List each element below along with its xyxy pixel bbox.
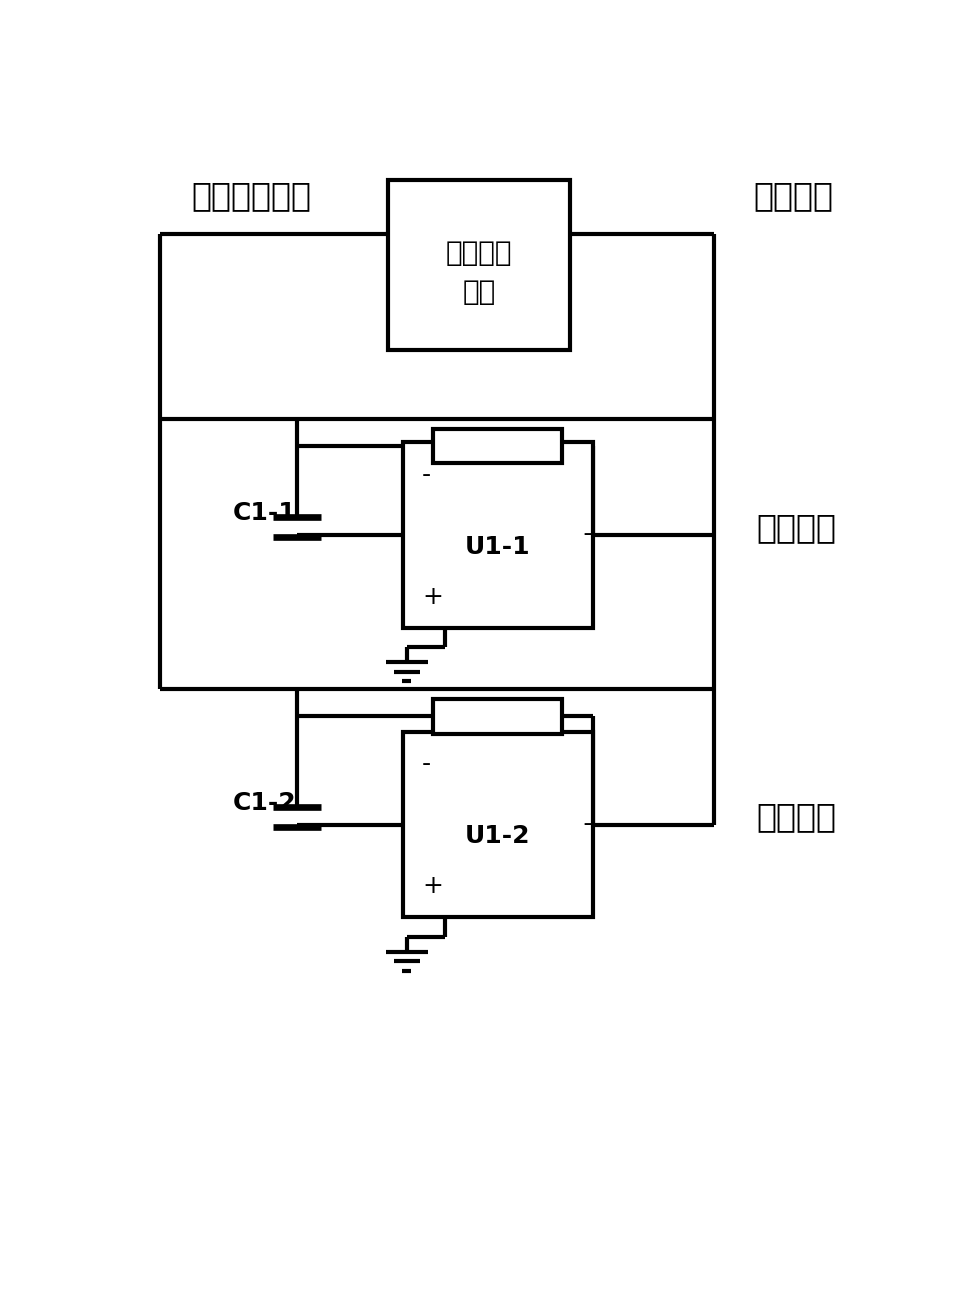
Text: 第三输出: 第三输出: [755, 801, 835, 833]
Text: +: +: [581, 523, 601, 546]
Text: R1-1: R1-1: [466, 434, 530, 458]
Text: 第二输出: 第二输出: [755, 511, 835, 544]
Text: U1-2: U1-2: [465, 824, 530, 848]
Text: 呼吸运动信号: 呼吸运动信号: [191, 179, 311, 213]
Text: R1-2: R1-2: [466, 704, 530, 729]
Text: -: -: [422, 463, 430, 486]
Text: -: -: [422, 752, 430, 776]
Text: C1-2: C1-2: [232, 792, 295, 815]
Bar: [433, 429, 561, 463]
Bar: [403, 442, 593, 627]
Text: C1-1: C1-1: [232, 501, 295, 526]
Text: +: +: [422, 875, 442, 898]
Text: +: +: [581, 812, 601, 837]
Text: U1-1: U1-1: [465, 535, 530, 558]
Bar: [433, 699, 561, 734]
Text: 模块: 模块: [462, 278, 495, 305]
Text: 信号转换: 信号转换: [445, 239, 511, 267]
Text: 第一输出: 第一输出: [753, 179, 833, 213]
Bar: [387, 180, 569, 349]
Bar: [403, 732, 593, 917]
Text: +: +: [422, 584, 442, 609]
